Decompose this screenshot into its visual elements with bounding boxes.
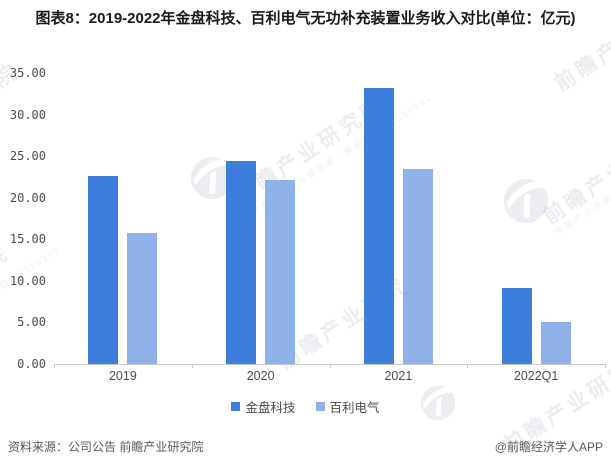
credit-note: @前瞻经济学人APP xyxy=(494,440,603,454)
bar-group-2021 xyxy=(330,73,468,364)
legend-swatch-icon xyxy=(315,402,325,411)
y-tick-label-15: 15.00 xyxy=(9,232,46,247)
x-label-2020: 2020 xyxy=(246,369,275,383)
y-axis: 35.00 30.00 25.00 20.00 15.00 10.00 5.00 0.00 xyxy=(0,66,46,371)
bar-金盘科技-2019 xyxy=(88,176,119,364)
y-tick-label-10: 10.00 xyxy=(9,273,46,288)
plot-area xyxy=(54,73,605,365)
bar-金盘科技-2021 xyxy=(363,87,394,364)
x-axis-tick xyxy=(54,364,55,368)
source-note: 资料来源：公司公告 前瞻产业研究院 xyxy=(8,440,204,454)
x-axis-tick xyxy=(467,364,469,368)
x-label-2022Q1: 2022Q1 xyxy=(513,369,559,383)
x-label-2019: 2019 xyxy=(108,369,137,383)
legend-swatch-icon xyxy=(231,402,241,411)
y-tick-label-35: 35.00 xyxy=(9,66,46,80)
legend-label: 百利电气 xyxy=(329,401,380,415)
x-axis-tick xyxy=(329,364,331,368)
bar-百利电气-2022Q1 xyxy=(540,321,571,364)
legend-item-百利电气: 百利电气 xyxy=(315,397,380,416)
legend-item-金盘科技: 金盘科技 xyxy=(231,397,296,416)
chart-title: 图表8：2019-2022年金盘科技、百利电气无功补充装置业务收入对比(单位：亿… xyxy=(35,10,576,27)
y-tick-label-20: 20.00 xyxy=(9,190,46,205)
legend: 金盘科技 百利电气 xyxy=(0,397,611,416)
bar-百利电气-2020 xyxy=(265,180,296,364)
bar-百利电气-2019 xyxy=(127,232,158,364)
x-axis-tick xyxy=(605,364,606,368)
x-axis-tick xyxy=(191,364,193,368)
bar-百利电气-2021 xyxy=(402,168,433,364)
x-axis-labels: 2019 2020 2021 2022Q1 xyxy=(54,369,605,383)
x-label-2021: 2021 xyxy=(384,369,413,383)
bar-group-2020 xyxy=(192,73,330,364)
bar-group-2019 xyxy=(54,73,192,364)
y-tick-label-25: 25.00 xyxy=(9,149,46,164)
bar-group-2022Q1 xyxy=(467,73,605,364)
bar-金盘科技-2020 xyxy=(226,161,257,364)
y-tick-label-5: 5.00 xyxy=(17,315,46,330)
bar-金盘科技-2022Q1 xyxy=(501,287,532,364)
footer: 资料来源：公司公告 前瞻产业研究院 @前瞻经济学人APP xyxy=(8,438,603,455)
legend-label: 金盘科技 xyxy=(245,401,296,415)
y-tick-label-0: 0.00 xyxy=(17,357,46,371)
y-tick-label-30: 30.00 xyxy=(9,107,46,122)
